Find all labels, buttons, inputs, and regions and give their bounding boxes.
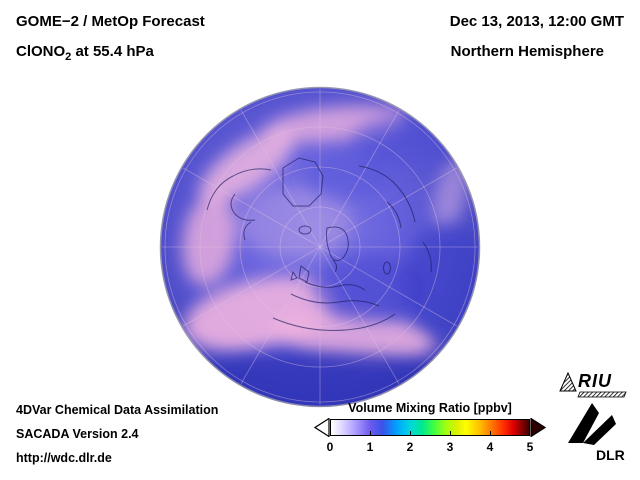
colorbar-tickmark	[450, 431, 451, 435]
colorbar-title: Volume Mixing Ratio [ppbv]	[348, 401, 512, 415]
colorbar-tick-label: 4	[486, 440, 494, 454]
region-label: Northern Hemisphere	[450, 43, 604, 60]
variable-title: ClONO2 at 55.4 hPa	[16, 43, 154, 63]
coastlines	[206, 157, 432, 331]
globe-visualization	[159, 86, 481, 408]
riu-logo: RIU	[558, 371, 630, 398]
dlr-logo-text: DLR	[596, 447, 625, 463]
riu-logo-text: RIU	[578, 371, 612, 391]
colorbar-tick-label: 3	[446, 440, 454, 454]
variable-name: ClONO	[16, 43, 66, 60]
globe-map	[155, 82, 485, 412]
assimilation-label: 4DVar Chemical Data Assimilation	[16, 403, 219, 417]
dlr-logo: DLR	[566, 399, 630, 469]
riu-logo-icon	[559, 371, 627, 398]
colorbar-tickmark	[370, 431, 371, 435]
colorbar-tick-label: 0	[326, 440, 334, 454]
colorbar-tick-label: 1	[366, 440, 374, 454]
colorbar-tickmark	[490, 431, 491, 435]
colorbar-gradient	[330, 419, 530, 436]
datetime-label: Dec 13, 2013, 12:00 GMT	[449, 13, 624, 30]
dlr-logo-icon	[568, 403, 616, 445]
low-vmr-pink-bands	[182, 105, 470, 361]
globe-rim	[159, 86, 481, 408]
colorbar-left-arrow-icon	[313, 417, 330, 438]
version-label: SACADA Version 2.4	[16, 427, 139, 441]
website-url: http://wdc.dlr.de	[16, 451, 112, 465]
variable-level: at 55.4 hPa	[71, 43, 154, 60]
colorbar-tick-label: 5	[526, 440, 534, 454]
colorbar-right-arrow-icon	[530, 417, 547, 438]
colorbar-tickmark	[410, 431, 411, 435]
colorbar-tick-label: 2	[406, 440, 414, 454]
variable-subscript: 2	[65, 51, 72, 63]
graticule	[162, 89, 478, 405]
page-title: GOME−2 / MetOp Forecast	[16, 13, 205, 30]
